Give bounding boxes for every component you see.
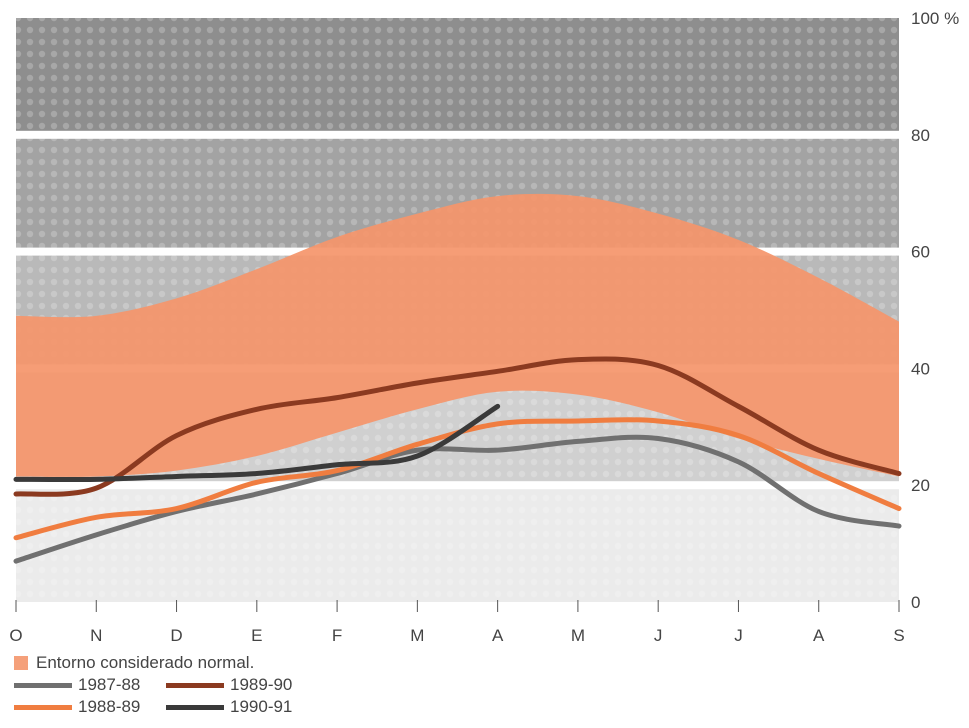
legend-band-swatch: [14, 656, 28, 670]
legend-label-1987-88: 1987-88: [78, 675, 141, 694]
legend: Entorno considerado normal. 1987-88 1989…: [14, 652, 318, 718]
legend-row-2: 1988-89 1990-91: [14, 696, 318, 718]
xtick-label-8: J: [654, 626, 663, 645]
xtick-label-2: D: [170, 626, 182, 645]
xtick-label-4: F: [332, 626, 342, 645]
xtick-label-1: N: [90, 626, 102, 645]
normal-range-band: [16, 193, 899, 477]
legend-item-1989-90: 1989-90: [166, 675, 318, 695]
xtick-label-9: J: [734, 626, 743, 645]
legend-line-1987-88: [14, 682, 72, 688]
legend-band-row: Entorno considerado normal.: [14, 652, 318, 674]
ytick-label-80: 80: [911, 126, 930, 145]
legend-label-1988-89: 1988-89: [78, 697, 141, 716]
ytick-label-60: 60: [911, 243, 930, 262]
legend-row-1: 1987-88 1989-90: [14, 674, 318, 696]
series-line-1987-88: [13, 434, 902, 564]
series-line-1988-89: [13, 417, 902, 541]
ytick-label-20: 20: [911, 476, 930, 495]
separator-20: [16, 481, 899, 490]
ytick-label-40: 40: [911, 359, 930, 378]
xtick-label-11: S: [893, 626, 904, 645]
band-80-100-texture: [16, 18, 899, 135]
separator-80: [16, 130, 899, 139]
xtick-label-0: O: [9, 626, 22, 645]
legend-line-1988-89: [14, 704, 72, 710]
legend-band-label: Entorno considerado normal.: [36, 653, 255, 672]
xtick-label-6: A: [492, 626, 504, 645]
xtick-label-7: M: [571, 626, 585, 645]
ytick-label-0: 0: [911, 593, 920, 612]
legend-line-1990-91: [166, 704, 224, 710]
legend-item-1990-91: 1990-91: [166, 697, 318, 717]
xtick-label-5: M: [410, 626, 424, 645]
series-line-1990-91: [13, 403, 501, 483]
xtick-label-10: A: [813, 626, 825, 645]
series-line-1989-90: [13, 356, 902, 497]
ytick-label-100: 100 %: [911, 9, 959, 28]
xtick-label-3: E: [251, 626, 262, 645]
band-0-20-texture: [16, 485, 899, 602]
chart: 0 20 40 60 80 100 % O N D E F M A M J J A S: [9, 9, 959, 645]
legend-label-1989-90: 1989-90: [230, 675, 293, 694]
legend-item-1988-89: 1988-89: [14, 697, 166, 717]
legend-item-1987-88: 1987-88: [14, 675, 166, 695]
legend-line-1989-90: [166, 682, 224, 688]
legend-label-1990-91: 1990-91: [230, 697, 293, 716]
